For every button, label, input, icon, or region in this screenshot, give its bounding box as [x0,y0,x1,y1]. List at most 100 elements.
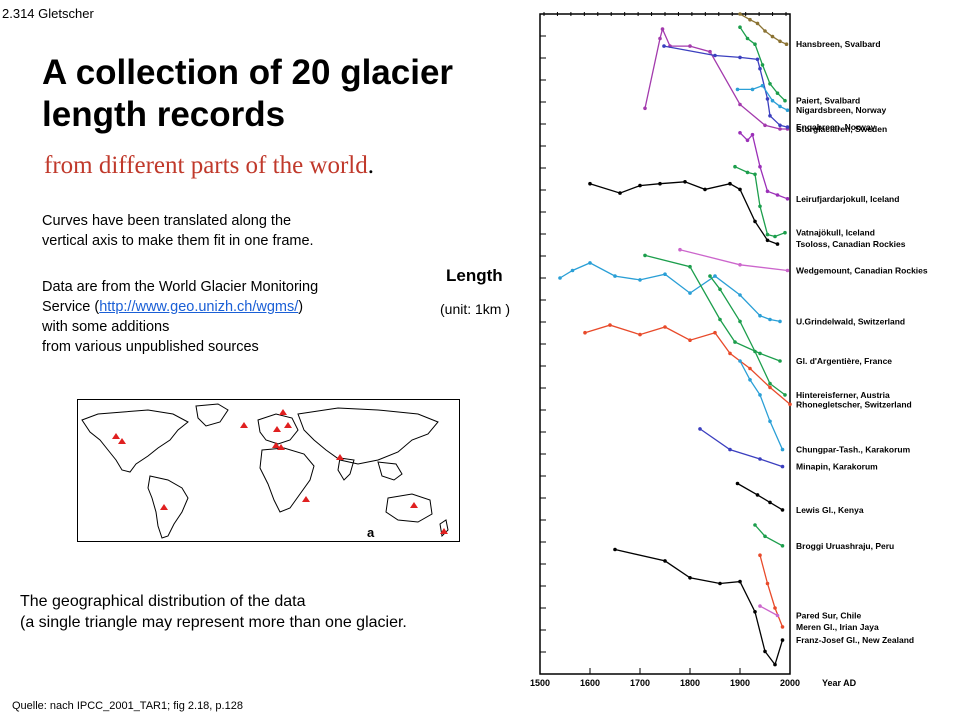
data-point [768,419,772,424]
series-line-14 [699,428,783,468]
series-line-13 [739,360,784,450]
data-point [773,606,777,610]
series-label-11: Hintereisferner, Austria [796,390,890,400]
triangle-karakorum [336,454,344,460]
wgms-link[interactable]: http://www.geo.unizh.ch/wgms/ [99,299,299,315]
data-point [778,104,782,109]
series-line-9 [559,262,781,323]
data-point [738,293,742,297]
data-point [775,613,780,618]
data-source-line-1: Data are from the World Glacier Monitori… [42,279,319,295]
triangle-canadian-rockies-1 [112,433,120,439]
x-tick-label: 1500 [530,678,550,688]
data-point [745,170,750,175]
map-caption: The geographical distribution of the dat… [20,591,407,633]
southeast-asia-outline [377,461,403,481]
data-point [770,34,775,39]
triangle-scandinavia-1 [284,422,292,428]
world-map [77,399,460,542]
data-point [755,57,760,62]
data-point [708,49,712,54]
data-point [760,83,765,88]
data-point [778,123,782,128]
x-tick-label: 1800 [680,678,700,688]
data-point [784,42,789,46]
triangle-alps-2 [277,444,285,450]
series-line-18 [759,605,778,617]
service-prefix: Service ( [42,299,100,315]
data-point [738,187,742,192]
data-point [753,349,757,354]
subtitle-text: from different parts of the world [44,152,368,179]
translation-note: Curves have been translated along the ve… [42,211,314,251]
series-label-1: Paiert, Svalbard [796,96,860,106]
data-point [688,576,692,580]
data-point [738,579,742,584]
data-point [588,261,592,265]
series-line-2 [644,27,788,130]
data-point [763,649,767,654]
data-point [733,164,737,169]
map-caption-line-2: (a single triangle may represent more th… [20,614,407,631]
series-line-12 [584,324,791,405]
data-point [703,187,707,192]
data-point [775,242,780,246]
series-line-19 [614,548,784,667]
data-point [785,197,790,201]
series-line-7 [589,181,778,245]
data-point [708,274,712,278]
data-source-line-4: from various unpublished sources [42,339,259,355]
data-point [678,247,682,252]
data-point [643,253,647,258]
greenland-outline [195,403,229,427]
series-label-18: Pared Sur, Chile [796,611,861,621]
data-point [778,127,782,131]
triangle-kenya [302,496,310,502]
data-point [758,393,762,397]
data-point [735,87,740,92]
triangle-peru [160,504,168,510]
data-point [755,21,760,26]
data-point [758,351,762,356]
data-point [753,42,757,46]
series-label-13: Chungpar-Tash., Karakorum [796,445,911,455]
y-axis-unit: (unit: 1km ) [440,301,511,317]
data-point [738,12,742,16]
data-point [785,108,790,112]
data-point [765,232,770,237]
data-point [765,97,770,101]
data-point [780,447,785,452]
source-citation: Quelle: nach IPCC_2001_TAR1; fig 2.18, p… [12,700,243,712]
data-point [765,189,770,194]
data-point [638,183,642,188]
data-point [638,278,642,282]
australia-outline [385,493,433,523]
series-label-16: Broggi Uruashraju, Peru [796,541,894,551]
data-point [750,87,755,92]
chart-series-labels: Hansbreen, Svalbard Paiert, Svalbard Storg… [796,39,928,645]
series-label-15: Lewis Gl., Kenya [796,505,864,515]
x-axis-label: Year AD [822,678,857,688]
data-point [765,581,770,586]
translation-note-line-2: vertical axis to make them fit in one fr… [42,233,314,249]
data-point [758,604,762,608]
data-point [783,393,787,397]
data-point [583,330,587,335]
data-point [728,447,732,452]
series-label-5: Leirufjardarjokull, Iceland [796,194,899,204]
series-line-10 [644,254,781,362]
data-point [773,234,777,239]
data-point [748,17,752,22]
data-point [662,44,666,48]
data-point [738,131,742,135]
data-point [763,534,767,539]
data-point [738,263,742,267]
data-point [770,98,775,103]
data-point [778,39,782,44]
chart-frame [539,12,791,675]
series-label-2: Storglaciären, Sweden [796,124,887,134]
data-point [698,427,702,431]
data-point [780,625,785,629]
data-point [753,523,757,527]
series-line-5 [739,132,788,200]
